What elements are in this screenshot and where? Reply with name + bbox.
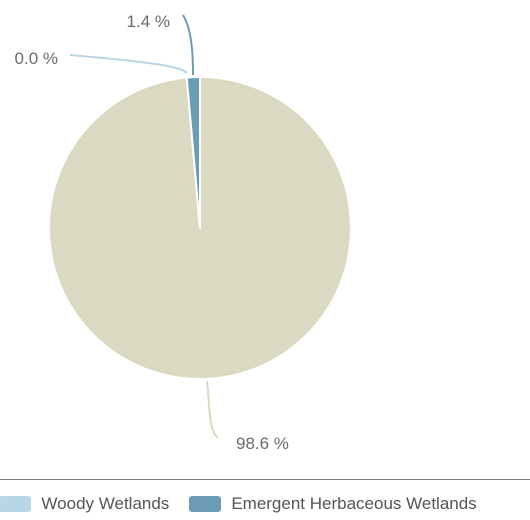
legend-items: nds Woody Wetlands Emergent Herbaceous W… (0, 494, 497, 514)
legend-label-woody-wetlands: Woody Wetlands (41, 494, 170, 513)
legend-swatch-woody-wetlands (0, 496, 32, 512)
data-label-other-wetlands: 98.6 % (236, 434, 289, 453)
legend-item-woody-wetlands[interactable]: Woody Wetlands (0, 494, 169, 514)
leader-lines (69, 14, 219, 439)
leader-line-woody-wetlands (69, 54, 188, 74)
pie-chart: 98.6 % 0.0 % 1.4 % (15, 12, 352, 453)
data-label-emergent-herbaceous-wetlands: 1.4 % (127, 12, 170, 31)
leader-line-emergent-herbaceous-wetlands (182, 14, 194, 76)
leader-line-other-wetlands (206, 380, 219, 439)
pie-slices (47, 76, 352, 380)
legend-swatch-emergent-herbaceous-wetlands (189, 496, 222, 512)
data-label-woody-wetlands: 0.0 % (15, 49, 58, 68)
data-labels: 98.6 % 0.0 % 1.4 % (15, 12, 289, 453)
legend-item-emergent-herbaceous-wetlands[interactable]: Emergent Herbaceous Wetlands (189, 494, 477, 514)
pie-slice-emergent-herbaceous-wetlands[interactable] (185, 76, 201, 229)
legend: nds Woody Wetlands Emergent Herbaceous W… (0, 479, 530, 520)
legend-label-emergent-herbaceous-wetlands: Emergent Herbaceous Wetlands (231, 494, 477, 513)
